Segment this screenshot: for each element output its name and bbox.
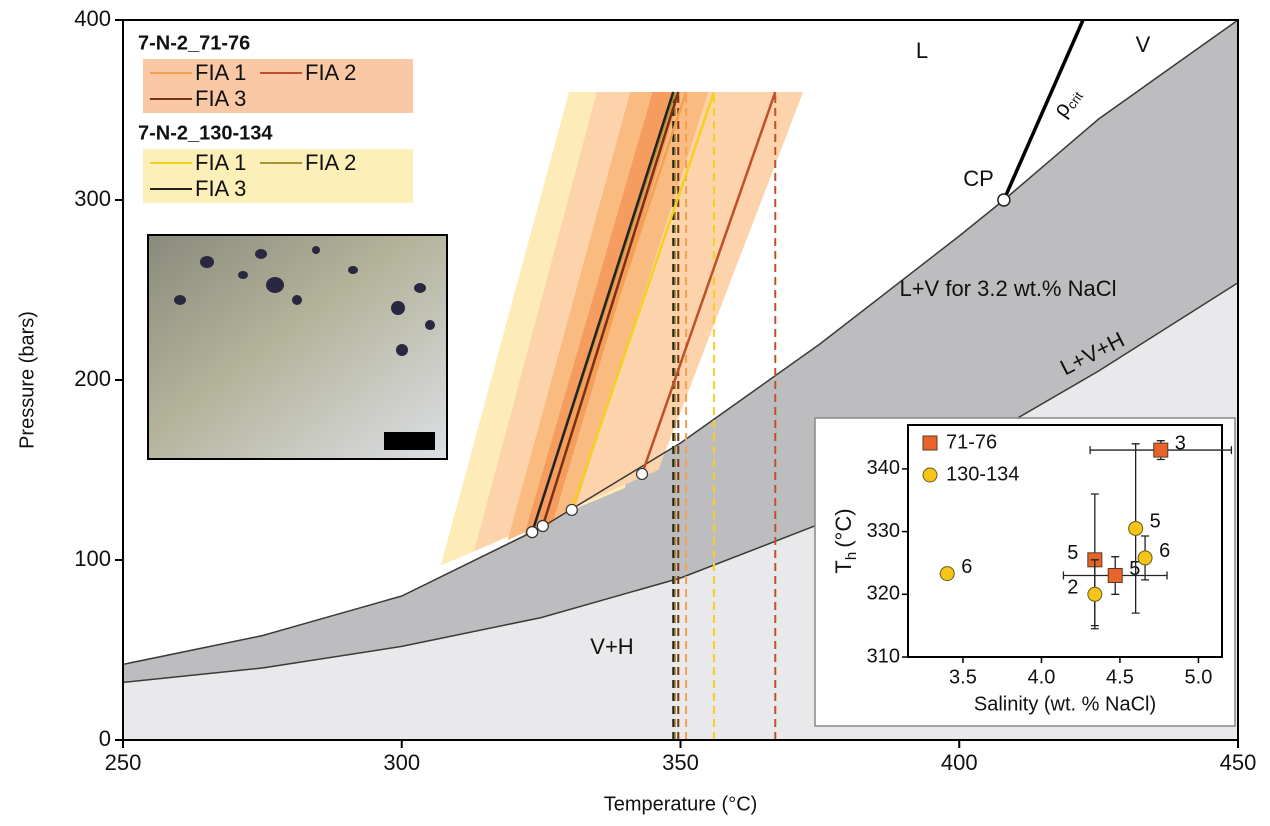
legend-background	[143, 59, 413, 113]
point-label: 5	[1129, 558, 1140, 580]
legend-title: 7-N-2_130-134	[138, 122, 273, 144]
region-label: V	[1136, 32, 1151, 57]
scale-bar	[384, 432, 435, 450]
point-label: 2	[1067, 577, 1078, 599]
point-label: 6	[1159, 540, 1170, 562]
critical-point	[997, 193, 1011, 207]
point-label: 3	[1175, 432, 1186, 454]
y-tick-label: 200	[74, 366, 111, 391]
legend-label: FIA 3	[195, 86, 246, 111]
legend-label: FIA 2	[305, 60, 356, 85]
marker	[939, 566, 955, 582]
point-label: 6	[961, 556, 972, 578]
region-label: L	[916, 38, 928, 63]
cp-label: CP	[963, 166, 994, 191]
y-tick-label: 330	[867, 520, 900, 542]
inset-frame	[814, 417, 1236, 727]
x-tick-label: 400	[941, 750, 978, 775]
homogenization-point	[635, 467, 649, 481]
phase-boundary	[122, 19, 1239, 666]
x-tick-label: 3.5	[949, 666, 977, 688]
point-label: 5	[1150, 511, 1161, 533]
region-label: L+V for 3.2 wt.% NaCl	[899, 276, 1116, 301]
x-tick-label: 4.5	[1106, 666, 1134, 688]
lv-region	[123, 20, 1238, 683]
homogenization-point	[526, 525, 539, 539]
isochore	[541, 91, 680, 527]
x-tick-label: 4.0	[1028, 666, 1056, 688]
isochore	[640, 91, 777, 475]
region-label: V+H	[590, 634, 633, 659]
legend-label: FIA 1	[195, 150, 246, 175]
y-tick-label: 400	[74, 6, 111, 31]
x-tick-label: 250	[105, 750, 142, 775]
y-axis-label: Th (°C)	[831, 508, 860, 573]
phase-boundary	[122, 282, 1239, 684]
legend-label: 130-134	[946, 463, 1019, 485]
isochore	[570, 91, 716, 511]
photo-inset	[147, 234, 448, 460]
point-label: 5	[1067, 542, 1078, 564]
x-tick-label: 300	[383, 750, 420, 775]
legend-label: FIA 3	[195, 176, 246, 201]
legend-background	[143, 149, 413, 203]
x-axis-label: Temperature (°C)	[604, 793, 758, 815]
marker	[1128, 520, 1144, 536]
marker	[1137, 550, 1153, 566]
x-tick-label: 450	[1220, 750, 1257, 775]
legend-label: 71-76	[946, 431, 997, 453]
y-axis-label: Pressure (bars)	[16, 311, 38, 449]
marker	[1153, 442, 1169, 458]
homogenization-point	[536, 519, 549, 533]
inset-chart: 3.5 4.0 4.5 5.0 310 320 330 340 Salinity (wt. % …	[814, 417, 1236, 727]
x-tick-label: 5.0	[1185, 666, 1213, 688]
legend-label: FIA 1	[195, 60, 246, 85]
inclusions	[174, 246, 435, 356]
y-tick-label: 300	[74, 186, 111, 211]
critical-density-line	[1002, 19, 1085, 201]
y-label-sub: h	[843, 552, 860, 560]
y-tick-label: 320	[867, 583, 900, 605]
y-tick-label: 310	[867, 645, 900, 667]
y-tick-label: 0	[99, 726, 111, 751]
y-label-unit: (°C)	[831, 508, 856, 547]
y-label-base: T	[831, 560, 856, 573]
x-axis-label: Salinity (wt. % NaCl)	[974, 693, 1156, 715]
homogenization-point	[565, 503, 578, 517]
legend-title: 7-N-2_71-76	[138, 32, 250, 54]
x-tick-label: 350	[662, 750, 699, 775]
inset-plot-frame	[907, 424, 1223, 658]
legend-marker	[922, 467, 938, 483]
legend-marker	[922, 435, 938, 451]
y-tick-label: 340	[867, 457, 900, 479]
y-tick-label: 100	[74, 546, 111, 571]
isochore	[531, 91, 675, 533]
marker	[1087, 586, 1103, 602]
legend-label: FIA 2	[305, 150, 356, 175]
marker	[1107, 567, 1123, 583]
